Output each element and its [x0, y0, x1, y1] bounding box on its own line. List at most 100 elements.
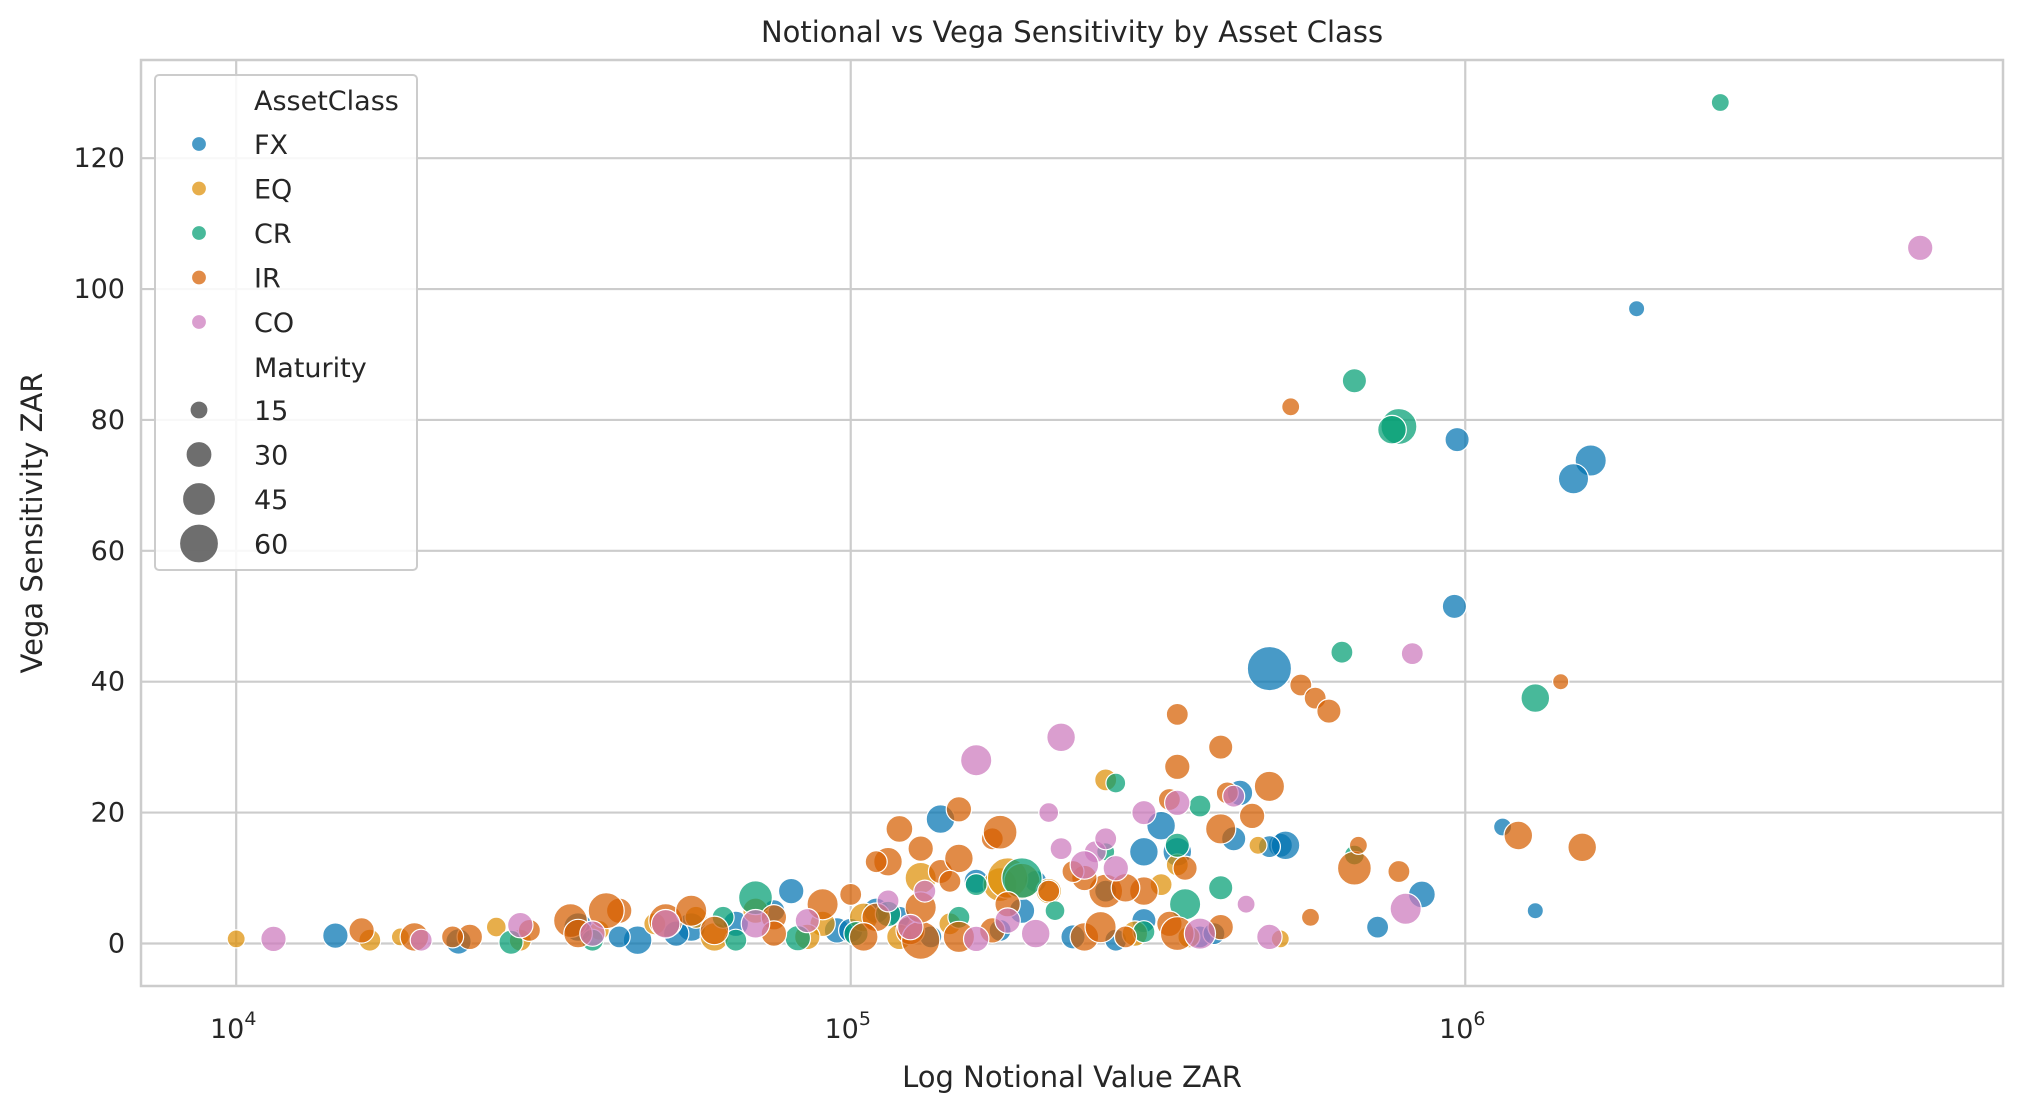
point-ir	[945, 795, 973, 823]
point-co	[1236, 894, 1256, 914]
point-fx	[1246, 645, 1293, 692]
y-tick-label: 20	[91, 798, 125, 829]
legend-size-title: Maturity	[254, 353, 367, 384]
point-cr	[1188, 794, 1212, 818]
point-co	[1222, 784, 1246, 808]
y-axis-label: Vega Sensitivity ZAR	[15, 373, 49, 674]
point-ir	[587, 892, 625, 930]
legend-size-label: 45	[254, 485, 288, 516]
point-co	[1906, 234, 1934, 262]
point-ir	[1387, 859, 1411, 884]
legend-box	[154, 74, 418, 571]
point-co	[896, 913, 924, 941]
point-co	[994, 907, 1021, 934]
legend-size-marker	[178, 523, 220, 564]
point-co	[1400, 641, 1424, 666]
point-co	[1256, 923, 1283, 951]
point-fx	[1365, 915, 1390, 939]
point-co	[1069, 850, 1100, 880]
legend-marker-fx	[190, 135, 208, 153]
point-ir	[1238, 802, 1266, 830]
point-co	[1183, 917, 1217, 950]
point-co	[960, 744, 993, 777]
point-co	[650, 908, 681, 939]
point-ir	[699, 915, 730, 946]
point-cr	[1341, 368, 1368, 394]
legend-label-eq: EQ	[254, 175, 292, 206]
point-co	[1164, 789, 1191, 817]
legend-size-marker	[189, 400, 209, 420]
point-ir	[675, 894, 708, 927]
legend: AssetClass Maturity FX EQ CR IR CO 15 30 45 60	[154, 74, 418, 571]
legend-marker-eq	[190, 180, 208, 197]
point-co	[962, 925, 990, 953]
point-co	[740, 908, 771, 939]
point-co	[260, 925, 287, 953]
point-cr	[1044, 900, 1066, 922]
legend-hue-title: AssetClass	[254, 86, 399, 117]
x-tick-label: 104	[210, 1008, 256, 1045]
x-tick-label: 105	[824, 1008, 870, 1045]
point-co	[579, 920, 606, 947]
point-fx	[1627, 300, 1646, 318]
tick-labels: 0 20 40 60 80 100 120 104 105 106	[73, 143, 1485, 1045]
point-fx	[607, 925, 631, 949]
legend-marker-cr	[190, 224, 208, 242]
point-ir	[848, 922, 879, 952]
legend-size-label: 60	[254, 530, 288, 561]
point-co	[913, 879, 937, 903]
point-co	[876, 889, 900, 913]
point-co	[794, 907, 821, 934]
point-fx	[322, 922, 349, 949]
point-ir	[348, 917, 375, 944]
point-co	[1020, 918, 1051, 949]
point-co	[506, 911, 534, 939]
point-ir	[1300, 907, 1321, 927]
point-ir	[885, 814, 914, 843]
point-eq	[485, 916, 507, 938]
plot-frame	[139, 58, 2005, 988]
y-tick-label: 0	[108, 928, 125, 959]
point-co	[1046, 722, 1076, 753]
point-ir	[1165, 702, 1189, 727]
point-ir	[982, 814, 1018, 850]
point-ir	[1164, 753, 1191, 781]
point-ir	[1204, 813, 1237, 845]
y-tick-label: 40	[91, 667, 125, 698]
point-co	[1131, 799, 1157, 826]
point-cr	[1377, 414, 1407, 445]
point-fx	[1441, 593, 1468, 620]
point-fx	[1444, 426, 1470, 453]
point-ir	[1253, 770, 1286, 803]
point-ir	[441, 925, 465, 949]
legend-size-marker	[185, 440, 213, 469]
point-co	[409, 928, 433, 952]
point-ir	[1348, 835, 1369, 855]
point-cr	[1001, 857, 1043, 899]
chart-title: Notional vs Vega Sensitivity by Asset Cl…	[761, 15, 1383, 49]
legend-marker-co	[190, 313, 208, 331]
point-ir	[1567, 832, 1598, 863]
y-tick-label: 80	[91, 405, 125, 436]
legend-label-ir: IR	[254, 264, 281, 295]
point-ir	[1281, 397, 1301, 417]
point-ir	[1503, 820, 1534, 851]
point-ir	[1172, 855, 1198, 881]
point-ir	[1113, 925, 1138, 949]
point-cr	[1710, 92, 1730, 113]
point-co	[1094, 827, 1118, 851]
data-points	[226, 92, 1934, 960]
point-ir	[839, 882, 863, 907]
point-fx	[1557, 463, 1590, 495]
point-ir	[864, 850, 888, 874]
point-eq	[1248, 835, 1268, 855]
x-axis-label: Log Notional Value ZAR	[902, 1060, 1242, 1094]
point-co	[1389, 892, 1422, 926]
legend-size-label: 15	[254, 396, 288, 427]
point-ir	[1336, 850, 1372, 886]
point-ir	[1037, 879, 1061, 903]
y-tick-label: 100	[73, 274, 125, 305]
point-ir	[944, 843, 974, 874]
